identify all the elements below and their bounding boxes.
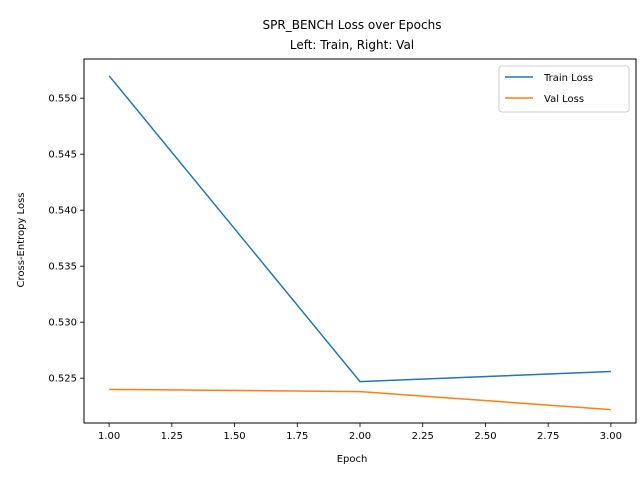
- chart-subtitle: Left: Train, Right: Val: [290, 38, 414, 52]
- legend-label-train-loss: Train Loss: [543, 73, 593, 84]
- chart-title: SPR_BENCH Loss over Epochs: [263, 18, 442, 32]
- y-tick-label: 0.525: [48, 374, 77, 385]
- x-tick-label: 1.25: [161, 431, 183, 442]
- y-tick-label: 0.530: [48, 318, 77, 329]
- plot-series: [108, 75, 611, 411]
- legend-label-val-loss: Val Loss: [544, 94, 584, 105]
- y-tick-label: 0.535: [48, 262, 77, 273]
- y-tick-label: 0.540: [48, 206, 77, 217]
- x-tick-label: 1.75: [286, 431, 308, 442]
- x-tick-label: 2.25: [412, 431, 434, 442]
- x-tick-label: 2.50: [474, 431, 496, 442]
- x-axis-label: Epoch: [337, 454, 368, 465]
- legend: Train Loss Val Loss: [498, 65, 630, 113]
- y-axis-label: Cross-Entropy Loss: [16, 193, 27, 288]
- y-tick-label: 0.550: [48, 94, 77, 105]
- x-axis-ticks: 1.00 1.25 1.50 1.75 2.00 2.25 2.50 2.75 3.00: [98, 423, 622, 442]
- series-line-val-loss: [109, 388, 611, 411]
- x-tick-label: 3.00: [600, 431, 622, 442]
- y-tick-label: 0.545: [48, 150, 77, 161]
- x-tick-label: 1.00: [98, 431, 120, 442]
- x-tick-label: 1.50: [223, 431, 245, 442]
- series-line-train-loss: [108, 75, 611, 383]
- plot-frame: [83, 58, 637, 424]
- x-tick-label: 2.75: [537, 431, 559, 442]
- x-tick-label: 2.00: [349, 431, 371, 442]
- y-axis-ticks: 0.525 0.530 0.535 0.540 0.545 0.550: [48, 94, 84, 385]
